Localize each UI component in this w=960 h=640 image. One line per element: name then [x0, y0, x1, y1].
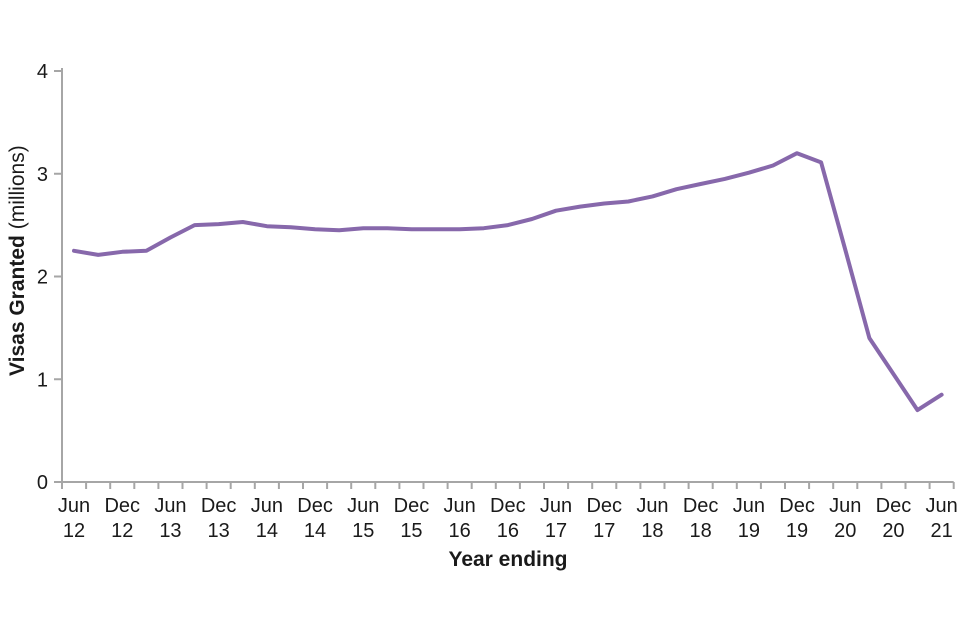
- x-tick-label-month: Jun: [636, 495, 668, 517]
- x-tick-label-year: 12: [63, 520, 85, 542]
- x-tick-label-month: Dec: [683, 495, 719, 517]
- x-tick-label-year: 13: [208, 520, 230, 542]
- x-tick-label-month: Jun: [154, 495, 186, 517]
- x-tick-label-year: 20: [882, 520, 904, 542]
- x-tick-label-year: 18: [690, 520, 712, 542]
- visas-granted-series-line: [72, 151, 944, 413]
- x-tick-label-year: 14: [256, 520, 278, 542]
- x-tick-label-month: Dec: [201, 495, 237, 517]
- x-tick-label-month: Jun: [733, 495, 765, 517]
- x-tick-label-year: 15: [400, 520, 422, 542]
- y-tick-label: 3: [37, 164, 48, 186]
- x-tick-label-month: Jun: [829, 495, 861, 517]
- y-axis-title: Visas Granted (millions): [6, 145, 29, 376]
- x-tick-label-year: 17: [593, 520, 615, 542]
- x-tick-label-year: 19: [738, 520, 760, 542]
- x-tick-label-year: 15: [352, 520, 374, 542]
- x-tick-label-month: Dec: [394, 495, 430, 517]
- x-tick-label-year: 19: [786, 520, 808, 542]
- x-tick-label-month: Jun: [926, 495, 958, 517]
- x-tick-label-month: Jun: [251, 495, 283, 517]
- x-tick-label-month: Dec: [297, 495, 333, 517]
- x-tick-label-month: Jun: [540, 495, 572, 517]
- x-tick-label-month: Jun: [444, 495, 476, 517]
- x-tick-label-year: 18: [641, 520, 663, 542]
- y-tick-label: 4: [37, 61, 48, 83]
- x-tick-label-month: Dec: [104, 495, 140, 517]
- x-tick-label-month: Dec: [779, 495, 815, 517]
- y-tick-label: 0: [37, 472, 48, 494]
- x-tick-label-month: Jun: [58, 495, 90, 517]
- y-tick-label: 2: [37, 267, 48, 289]
- y-axis-title-units: (millions): [6, 145, 29, 230]
- x-tick-label-month: Dec: [586, 495, 622, 517]
- x-axis-title: Year ending: [448, 548, 568, 571]
- x-tick-label-year: 20: [834, 520, 856, 542]
- y-tick-label: 1: [37, 369, 48, 391]
- x-tick-label-year: 16: [449, 520, 471, 542]
- x-tick-label-month: Dec: [490, 495, 526, 517]
- x-tick-label-month: Dec: [876, 495, 912, 517]
- x-tick-label-year: 17: [545, 520, 567, 542]
- x-tick-label-year: 14: [304, 520, 326, 542]
- x-tick-label-year: 13: [159, 520, 181, 542]
- x-tick-label-year: 21: [931, 520, 953, 542]
- x-tick-label-year: 12: [111, 520, 133, 542]
- x-tick-label-year: 16: [497, 520, 519, 542]
- y-axis-title-bold: Visas Granted: [6, 235, 29, 376]
- x-tick-label-month: Jun: [347, 495, 379, 517]
